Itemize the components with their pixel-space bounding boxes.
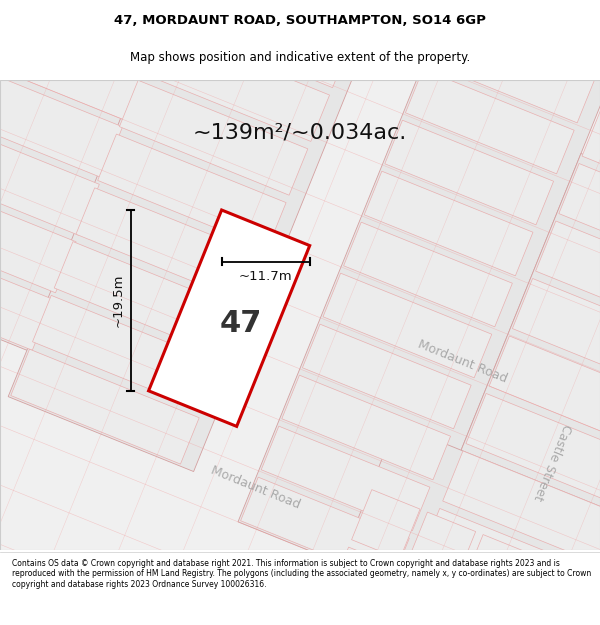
Polygon shape [582,106,600,224]
Polygon shape [302,424,600,625]
Polygon shape [98,134,286,249]
Polygon shape [396,566,586,625]
Polygon shape [536,221,600,339]
Polygon shape [364,171,533,276]
Polygon shape [407,512,476,582]
Polygon shape [11,349,199,464]
Text: ~11.7m: ~11.7m [239,269,292,282]
Polygon shape [8,0,418,471]
Polygon shape [302,324,471,429]
Text: ~139m²/~0.034ac.: ~139m²/~0.034ac. [193,122,407,142]
Polygon shape [0,188,76,292]
Polygon shape [406,69,574,174]
Polygon shape [282,375,451,480]
Text: ~19.5m: ~19.5m [112,274,125,327]
Polygon shape [0,0,233,357]
Polygon shape [466,394,600,512]
Polygon shape [344,222,512,327]
Polygon shape [419,508,600,625]
Text: 47, MORDAUNT ROAD, SOUTHAMPTON, SO14 6GP: 47, MORDAUNT ROAD, SOUTHAMPTON, SO14 6GP [114,14,486,26]
Polygon shape [495,614,563,625]
Polygon shape [39,0,192,6]
Polygon shape [0,80,600,550]
Polygon shape [385,120,554,225]
Polygon shape [305,604,374,625]
Polygon shape [489,336,600,454]
Polygon shape [426,18,595,123]
Polygon shape [0,131,100,235]
Text: Mordaunt Road: Mordaunt Road [415,338,509,386]
Polygon shape [149,210,310,426]
Polygon shape [261,426,430,531]
Polygon shape [54,242,242,356]
Polygon shape [440,592,508,625]
Text: Map shows position and indicative extent of the property.: Map shows position and indicative extent… [130,51,470,64]
Polygon shape [512,279,600,397]
Polygon shape [241,477,409,582]
Polygon shape [463,534,531,604]
Polygon shape [443,451,600,569]
Text: 47: 47 [220,309,262,338]
Text: Castle Street: Castle Street [531,422,573,502]
Polygon shape [518,557,587,625]
Polygon shape [76,188,265,302]
Polygon shape [0,246,53,350]
Polygon shape [119,80,308,195]
Text: Contains OS data © Crown copyright and database right 2021. This information is : Contains OS data © Crown copyright and d… [12,559,591,589]
Polygon shape [141,26,329,141]
Polygon shape [0,16,146,121]
Polygon shape [238,12,600,589]
Polygon shape [352,489,420,559]
Polygon shape [185,0,373,34]
Polygon shape [16,0,169,63]
Polygon shape [446,0,600,72]
Polygon shape [0,73,122,178]
Polygon shape [384,569,452,625]
Text: Mordaunt Road: Mordaunt Road [208,464,302,512]
Polygon shape [574,579,600,625]
Polygon shape [394,154,600,625]
Polygon shape [559,164,600,282]
Polygon shape [163,0,351,88]
Polygon shape [32,296,221,410]
Polygon shape [328,547,397,617]
Polygon shape [323,273,492,378]
